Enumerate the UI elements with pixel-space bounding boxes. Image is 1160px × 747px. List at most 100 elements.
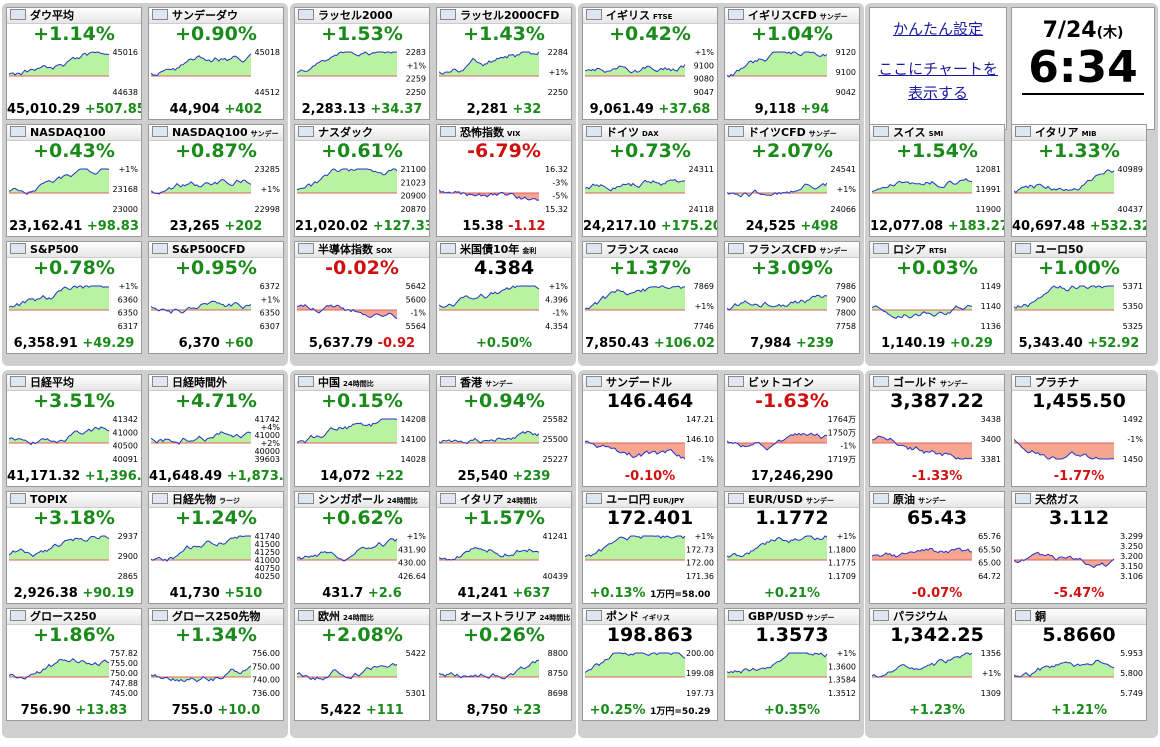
axis-label: 3438 [981, 415, 1001, 424]
tile-header: NASDAQ100 [7, 125, 141, 141]
change: +94 [800, 102, 830, 117]
axis-label: 2283 [406, 48, 426, 57]
axis-label: 40000 [255, 447, 280, 456]
mini-chart: 6372 +1% 6350 6307 [151, 282, 281, 330]
headline-value: +0.94% [463, 390, 545, 412]
axis-label: 6350 [260, 309, 280, 318]
market-tile: オーストラリア 24時間比 +0.26% 8800 8750 8698 8,750 +23 [436, 608, 572, 721]
chart-area [585, 179, 685, 193]
axis-label: 6360 [118, 295, 138, 304]
date-text: 7/24 [1042, 18, 1097, 43]
market-name: ユーロ50 [1035, 243, 1084, 256]
price: 5,343.40 [1018, 336, 1083, 351]
axis-label: 40500 [113, 442, 138, 451]
headline-value: 5.8660 [1042, 624, 1116, 646]
flag-icon [1015, 126, 1031, 137]
chart-line [727, 182, 828, 198]
axis-label: 1719万 [828, 455, 856, 463]
axis-label: 172.00 [686, 559, 714, 568]
chart-line [1014, 285, 1114, 309]
axis-label: +1% [837, 532, 857, 541]
tile-footer: 7,984 +239 [725, 334, 859, 353]
tile-footer: -1.77% [1012, 467, 1146, 486]
axis-label: 147.21 [686, 415, 714, 424]
axis-label: -5% [552, 192, 568, 201]
market-sub: SMI [928, 130, 944, 138]
market-sub: CAC40 [652, 247, 679, 255]
axis-label: 16.32 [545, 165, 568, 174]
headline-value: +0.43% [33, 140, 115, 162]
flag-icon [728, 9, 744, 20]
market-sub: サンデー [485, 380, 513, 388]
tile-header: パラジウム [870, 609, 1004, 625]
headline-value: 198.863 [606, 624, 694, 646]
chart-line [1014, 659, 1115, 678]
market-tile: イタリア MIB +1.33% 40989 40437 40,697.48 +532.32 [1011, 124, 1147, 237]
mini-chart: 14208 14100 14028 [297, 415, 426, 463]
tile-footer: 12,077.08 +183.27 [870, 217, 1004, 236]
axis-label: 757.82 [110, 649, 138, 658]
headline-value: 1.1772 [755, 507, 829, 529]
market-tile: サンデーダウ +0.90% 45018 44512 44,904 +402 [148, 7, 284, 120]
axis-label: 199.08 [686, 669, 714, 678]
market-sub: SOX [376, 247, 393, 255]
mini-chart: 5.953 5.800 5.749 [1014, 649, 1143, 697]
chart-area [727, 536, 827, 560]
market-sub: ラージ [219, 497, 240, 505]
axis-label: +1% [549, 68, 569, 77]
chart-area [9, 169, 109, 195]
chart-line [727, 652, 828, 674]
flag-icon [1015, 243, 1031, 254]
axis-label: 40439 [543, 572, 568, 580]
axis-label: -1% [552, 309, 568, 318]
tile-footer: 7,850.43 +106.02 [583, 334, 717, 353]
tile-header: TOPIX [7, 492, 141, 508]
tile-footer: 431.7 +2.6 [295, 584, 429, 603]
market-sub: サンデー [806, 614, 835, 622]
axis-label: 747.88 [110, 679, 138, 688]
market-name: ポンド [606, 610, 639, 623]
headline-value: +1.24% [175, 507, 257, 529]
flag-icon [728, 493, 744, 504]
axis-label: 2250 [548, 88, 568, 96]
chart-area [585, 536, 685, 560]
time: 6:34 [1022, 43, 1144, 95]
axis-label: 40750 [255, 564, 280, 573]
axis-label: 25500 [543, 435, 568, 444]
flag-icon [298, 610, 314, 621]
axis-label: +1% [261, 295, 281, 304]
chart-link[interactable]: 表示する [907, 84, 968, 102]
headline-value: +0.26% [463, 624, 545, 646]
chart-area [151, 665, 251, 682]
settings-link[interactable]: かんたん設定 [892, 20, 983, 38]
market-sub: RTSI [929, 247, 947, 255]
tile-header: サンデーダウ [149, 8, 283, 24]
flag-icon [873, 376, 889, 387]
change: +106.02 [653, 336, 715, 351]
chart-line [439, 189, 540, 201]
axis-label: 750.00 [110, 669, 138, 678]
axis-label: 45016 [113, 48, 138, 57]
market-tile: フランスCFD サンデー +3.09% 7986 7900 7800 7758 7,984 +… [724, 241, 860, 354]
chart-link[interactable]: ここにチャートを [878, 60, 998, 78]
market-sub: サンデー [250, 130, 279, 138]
flag-icon [152, 610, 168, 621]
axis-label: 1.1709 [828, 572, 856, 580]
market-name: ダウ平均 [30, 9, 74, 22]
mini-chart: 23285 +1% 22998 [151, 165, 280, 213]
change-percent: +0.35% [764, 703, 820, 718]
change: +23 [512, 703, 542, 718]
market-sub: 24時間比 [506, 497, 538, 505]
mini-chart: 1492 -1% 1450 [1014, 415, 1143, 463]
price: 23,162.41 [9, 219, 83, 234]
axis-label: 426.64 [398, 572, 426, 580]
price: 2,283.13 [301, 102, 366, 117]
price: 431.7 [322, 586, 364, 601]
chart-line [585, 285, 686, 310]
tile-footer: 24,217.10 +175.20 [583, 217, 717, 236]
market-name: 日経時間外 [172, 376, 227, 389]
change: +34.37 [370, 102, 423, 117]
mini-chart: 1764万 1750万 -1% 1719万 [727, 415, 856, 463]
